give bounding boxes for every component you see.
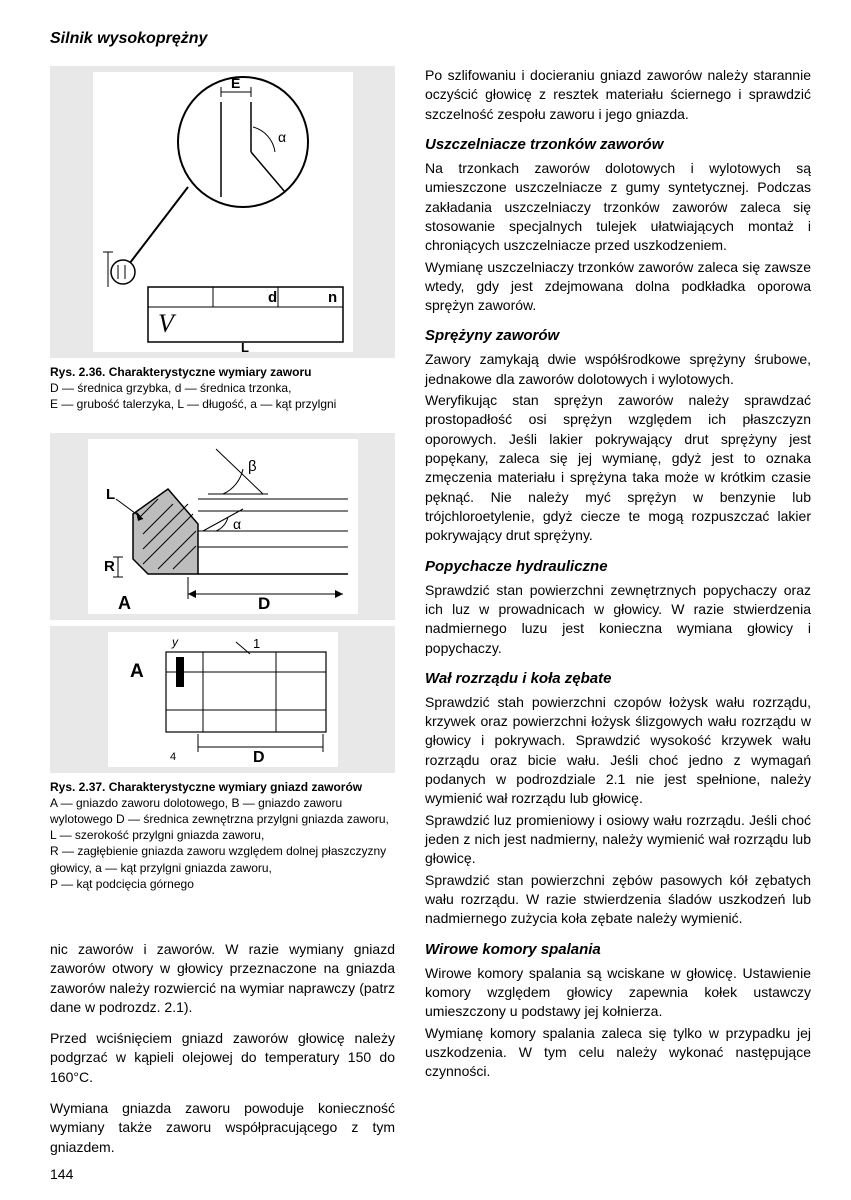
- section-2-p1: Zawory zamykają dwie współśrodkowe spręż…: [425, 350, 811, 389]
- page-number: 144: [50, 1166, 73, 1182]
- section-2-heading: Sprężyny zaworów: [425, 327, 811, 344]
- fig2-label-1: 1: [253, 636, 260, 651]
- left-column: E α d n V L: [50, 66, 395, 1169]
- fig2-label-R: R: [104, 558, 115, 575]
- fig2-label-A2: A: [130, 661, 144, 682]
- fig1-label-E: E: [231, 75, 240, 91]
- section-1-p2: Wymianę uszczelniaczy trzonków zaworów z…: [425, 258, 811, 316]
- section-1-p1: Na trzonkach zaworów dolotowych i wyloto…: [425, 159, 811, 256]
- fig2-caption-body: A — gniazdo zaworu dolotowego, B — gniaz…: [50, 796, 389, 891]
- page-title: Silnik wysokoprężny: [50, 30, 811, 48]
- fig2-label-alpha: α: [233, 516, 241, 532]
- section-4-p2: Sprawdzić luz promieniowy i osiowy wału …: [425, 811, 811, 869]
- fig2-label-beta: β: [248, 458, 257, 475]
- left-paragraph-2: Przed wciśnięciem gniazd zaworów głowicę…: [50, 1029, 395, 1087]
- fig1-caption-body: D — średnica grzybka, d — średnica trzon…: [50, 381, 336, 411]
- section-5-heading: Wirowe komory spalania: [425, 941, 811, 958]
- fig2-caption-title: Rys. 2.37. Charakterystyczne wymiary gni…: [50, 780, 362, 794]
- fig2-label-A1: A: [118, 593, 131, 613]
- fig2-label-D2: D: [253, 749, 265, 766]
- fig1-label-n: n: [328, 289, 337, 306]
- left-paragraph-3: Wymiana gniazda zaworu powoduje konieczn…: [50, 1099, 395, 1157]
- section-2-p2: Weryfikując stan sprężyn zaworów należy …: [425, 391, 811, 546]
- section-5-p1: Wirowe komory spalania są wciskane w gło…: [425, 964, 811, 1022]
- fig2-label-L: L: [106, 486, 115, 503]
- fig1-caption-title: Rys. 2.36. Charakterystyczne wymiary zaw…: [50, 365, 311, 379]
- section-3-p1: Sprawdzić stan powierzchni zewnętrznych …: [425, 581, 811, 658]
- right-intro: Po szlifowaniu i docieraniu gniazd zawor…: [425, 66, 811, 124]
- section-3-heading: Popychacze hydrauliczne: [425, 558, 811, 575]
- fig1-label-alpha: α: [278, 129, 286, 145]
- figure-236-caption: Rys. 2.36. Charakterystyczne wymiary zaw…: [50, 364, 395, 413]
- fig1-label-d: d: [268, 289, 277, 306]
- section-5-p2: Wymianę komory spalania zaleca się tylko…: [425, 1024, 811, 1082]
- section-4-p3: Sprawdzić stan powierzchni zębów pasowyc…: [425, 871, 811, 929]
- right-column: Po szlifowaniu i docieraniu gniazd zawor…: [425, 66, 811, 1169]
- section-4-p1: Sprawdzić stah powierzchni czopów łożysk…: [425, 693, 811, 809]
- fig2-label-D: D: [258, 594, 270, 613]
- fig2-label-y: y: [171, 635, 179, 649]
- figure-237a: β α L R D A: [50, 433, 395, 620]
- section-1-heading: Uszczelniacze trzonków zaworów: [425, 136, 811, 153]
- figure-237-caption: Rys. 2.37. Charakterystyczne wymiary gni…: [50, 779, 395, 892]
- fig1-label-L: L: [241, 340, 249, 352]
- fig2-label-4: 4: [170, 751, 176, 763]
- figure-237b: y 1 A D 4: [50, 626, 395, 773]
- left-paragraph-1: nic zaworów i zaworów. W razie wymiany g…: [50, 940, 395, 1017]
- section-4-heading: Wał rozrządu i koła zębate: [425, 670, 811, 687]
- content-columns: E α d n V L: [50, 66, 811, 1169]
- figure-236: E α d n V L: [50, 66, 395, 358]
